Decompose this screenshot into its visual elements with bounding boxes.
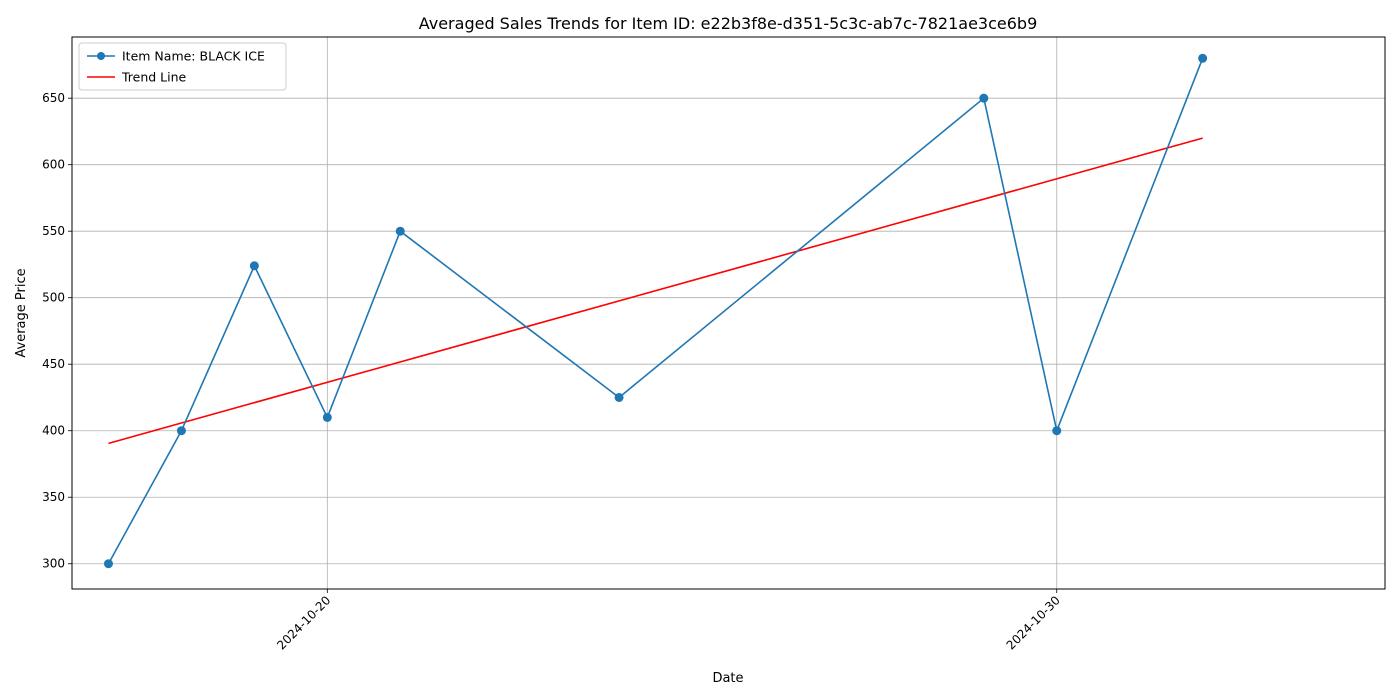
y-tick-label: 550 — [42, 224, 65, 238]
legend-label-trend: Trend Line — [121, 70, 187, 85]
data-point — [1198, 53, 1208, 63]
plot-frame — [71, 36, 1386, 590]
x-tick-label: 2024-10-20 — [274, 593, 333, 652]
y-tick-label: 450 — [42, 357, 65, 371]
data-point — [103, 559, 113, 569]
data-point — [1052, 426, 1062, 436]
y-tick-label: 300 — [42, 557, 65, 571]
legend: Item Name: BLACK ICE Trend Line — [78, 42, 287, 91]
y-tick-label: 400 — [42, 424, 65, 438]
legend-label-series: Item Name: BLACK ICE — [122, 49, 265, 64]
data-point — [322, 412, 332, 422]
data-point — [249, 261, 259, 271]
legend-marker-series — [97, 52, 105, 60]
y-tick-label: 350 — [42, 490, 65, 504]
data-point — [979, 93, 989, 103]
y-tick-label: 600 — [42, 158, 65, 172]
y-axis-label: Average Price — [14, 268, 29, 357]
legend-box — [78, 42, 287, 91]
x-tick-label: 2024-10-30 — [1004, 593, 1063, 652]
plot-series — [103, 53, 1208, 569]
data-point — [395, 226, 405, 236]
y-tick-label: 500 — [42, 291, 65, 305]
series-line — [107, 57, 1204, 565]
chart-title: Averaged Sales Trends for Item ID: e22b3… — [419, 14, 1038, 33]
data-point — [176, 426, 186, 436]
grid — [72, 37, 1385, 589]
data-point — [614, 392, 624, 402]
trend-line — [108, 137, 1203, 445]
x-axis-label: Date — [712, 671, 743, 686]
axis-ticks: 300 350 400 450 500 550 600 650 2024-10-20 2024-1… — [42, 91, 1063, 652]
y-tick-label: 650 — [42, 91, 65, 105]
